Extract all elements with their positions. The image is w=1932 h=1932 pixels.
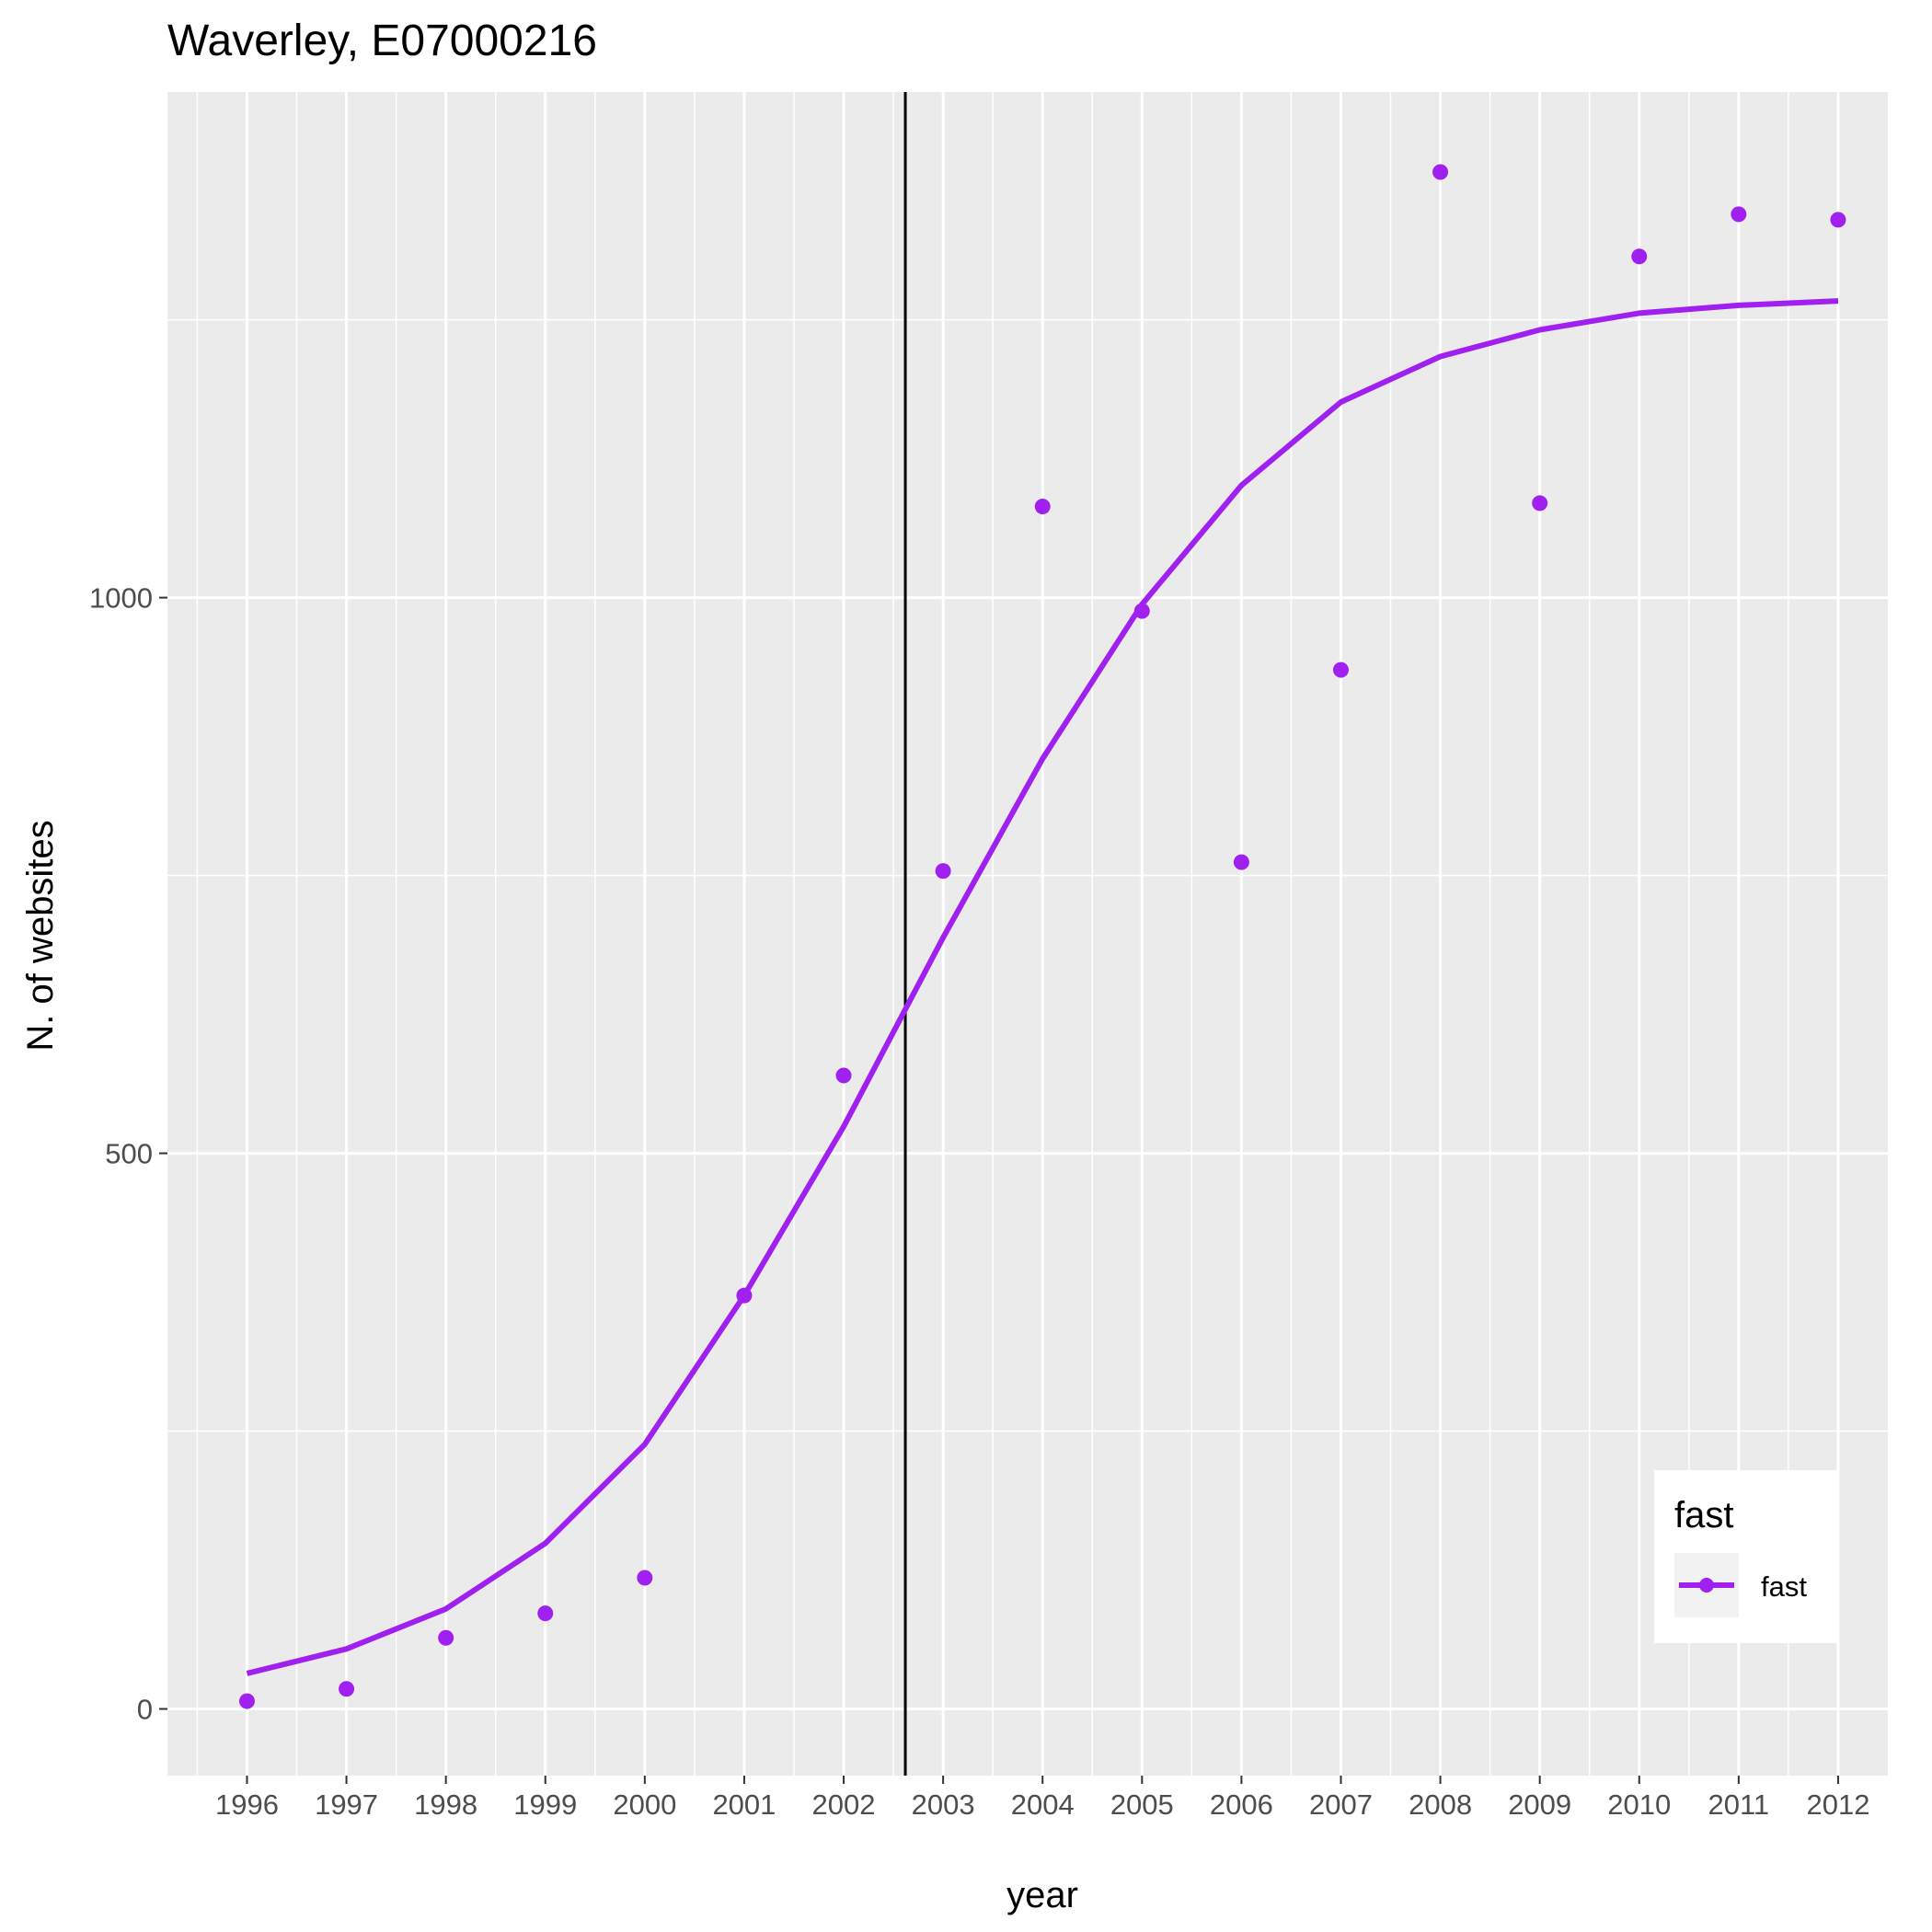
y-tick-label: 500 xyxy=(105,1138,153,1170)
x-tick-label: 2008 xyxy=(1409,1788,1472,1821)
x-tick-label: 2006 xyxy=(1210,1788,1273,1821)
data-point xyxy=(637,1570,653,1586)
data-point xyxy=(1432,164,1449,180)
chart-title: Waverley, E07000216 xyxy=(167,17,597,65)
x-tick-label: 1996 xyxy=(215,1788,279,1821)
data-point xyxy=(1532,495,1548,512)
legend-key-point xyxy=(1699,1578,1714,1593)
x-tick-label: 2000 xyxy=(613,1788,676,1821)
x-tick-label: 2003 xyxy=(912,1788,975,1821)
data-point xyxy=(1034,499,1051,515)
y-tick-label: 0 xyxy=(137,1694,153,1726)
x-tick-label: 2012 xyxy=(1806,1788,1869,1821)
legend-title: fast xyxy=(1674,1495,1733,1535)
x-tick-label: 1999 xyxy=(513,1788,577,1821)
x-tick-label: 2010 xyxy=(1607,1788,1671,1821)
plot-panel xyxy=(167,92,1888,1776)
data-point xyxy=(537,1605,554,1622)
data-point xyxy=(339,1681,355,1697)
data-point xyxy=(1731,206,1747,223)
data-point xyxy=(835,1067,852,1084)
x-tick-label: 2004 xyxy=(1011,1788,1075,1821)
series-group xyxy=(238,164,1846,1709)
x-tick-label: 1997 xyxy=(315,1788,378,1821)
y-axis-label: N. of websites xyxy=(20,820,61,1051)
legend: fast fast xyxy=(1654,1470,1838,1643)
data-point xyxy=(1332,661,1349,678)
x-tick-label: 2001 xyxy=(712,1788,776,1821)
y-tick-label: 1000 xyxy=(89,582,153,615)
data-point xyxy=(1830,212,1846,228)
data-point xyxy=(736,1287,753,1304)
series-line-fast xyxy=(246,298,1839,1676)
data-point xyxy=(1233,854,1249,870)
legend-label-fast: fast xyxy=(1761,1570,1807,1603)
data-point xyxy=(935,863,951,880)
data-point xyxy=(238,1693,255,1709)
x-tick-label: 2007 xyxy=(1309,1788,1373,1821)
x-axis-label: year xyxy=(1006,1875,1078,1915)
x-tick-label: 2009 xyxy=(1508,1788,1571,1821)
axis-ticks: 0 500 1000 1996 1997 1998 1999 2000 2001 2002 2003… xyxy=(89,582,1869,1821)
data-point xyxy=(1631,248,1648,265)
x-tick-label: 1998 xyxy=(414,1788,477,1821)
data-point xyxy=(438,1629,454,1646)
data-point xyxy=(1133,603,1150,619)
x-tick-label: 2011 xyxy=(1708,1788,1770,1821)
x-tick-label: 2002 xyxy=(812,1788,876,1821)
x-tick-label: 2005 xyxy=(1110,1788,1174,1821)
